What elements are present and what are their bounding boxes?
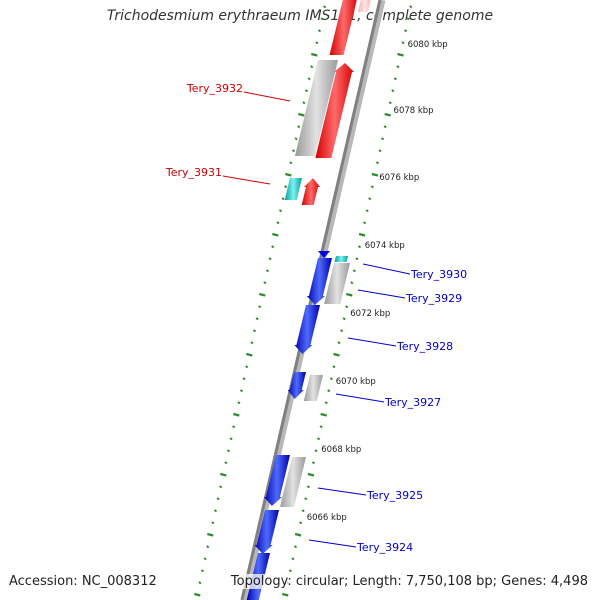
gene-label: Tery_3928 bbox=[396, 340, 453, 353]
gene-leader-line bbox=[335, 393, 385, 403]
gene-leader-line bbox=[317, 487, 367, 496]
gene-leader-line bbox=[222, 175, 271, 185]
kbp-tick-label: 6070 kbp bbox=[336, 377, 376, 387]
kbp-tick-label: 6078 kbp bbox=[394, 106, 434, 116]
kbp-tick-label: 6072 kbp bbox=[350, 309, 390, 319]
feature-reverse-tery3924 bbox=[254, 510, 279, 554]
feature-gray bbox=[280, 457, 306, 507]
gene-leader-line bbox=[362, 263, 411, 275]
gene-leader-line bbox=[357, 289, 406, 299]
feature-forward-tery3931 bbox=[301, 178, 320, 205]
gene-leader-line bbox=[347, 337, 397, 347]
gene-label: Tery_3925 bbox=[366, 489, 423, 502]
outer-tick-track bbox=[282, 5, 413, 597]
gene-label: Tery_3931 bbox=[165, 166, 222, 179]
kbp-tick-label: 6076 kbp bbox=[379, 173, 419, 183]
kbp-tick-label: 6066 kbp bbox=[307, 513, 347, 523]
feature-forward-tery3932 bbox=[315, 63, 354, 158]
accession-label: Accession: NC_008312 bbox=[9, 574, 157, 589]
gene-label: Tery_3924 bbox=[356, 541, 413, 554]
feature-reverse-marker bbox=[318, 251, 330, 258]
feature-reverse-tery3928 bbox=[294, 305, 320, 354]
kbp-tick-label: 6074 kbp bbox=[365, 241, 405, 251]
feature-gray bbox=[294, 60, 338, 156]
feature-cyan bbox=[284, 178, 302, 200]
gene-label: Tery_3927 bbox=[384, 396, 441, 409]
inner-tick-track bbox=[194, 5, 327, 597]
kbp-tick-label: 6080 kbp bbox=[408, 40, 448, 50]
feature-reverse-tery3930 bbox=[306, 258, 332, 305]
feature-forward-faded bbox=[357, 0, 371, 12]
gene-label: Tery_3929 bbox=[405, 292, 462, 305]
feature-gray bbox=[303, 375, 323, 401]
feature-reverse-tery3925 bbox=[263, 455, 290, 506]
gene-leader-line bbox=[308, 539, 357, 548]
map-title: Trichodesmium erythraeum IMS101, complet… bbox=[106, 8, 494, 24]
gene-leader-line bbox=[243, 91, 291, 102]
feature-forward bbox=[329, 0, 357, 55]
feature-gray bbox=[324, 263, 350, 304]
kbp-tick-label: 6068 kbp bbox=[321, 445, 361, 455]
gene-label: Tery_3932 bbox=[186, 82, 243, 95]
feature-reverse-tery3927 bbox=[287, 372, 306, 399]
gene-label: Tery_3930 bbox=[410, 268, 467, 281]
feature-cyan-small bbox=[334, 256, 348, 262]
topology-label: Topology: circular; Length: 7,750,108 bp… bbox=[228, 574, 590, 589]
